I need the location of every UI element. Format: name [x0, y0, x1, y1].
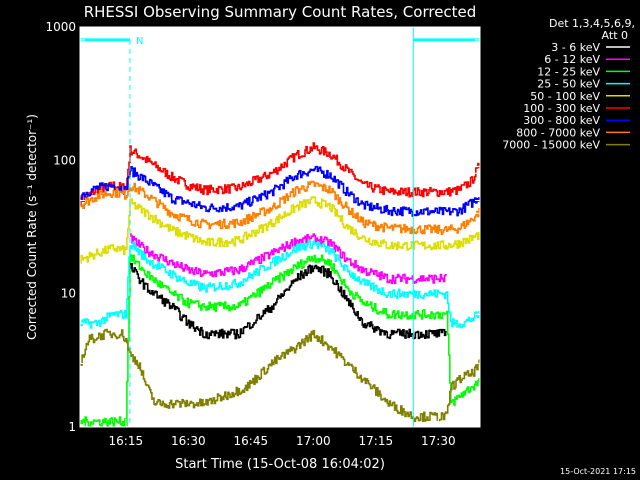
legend-entry-label: 3 - 6 keV — [551, 41, 600, 54]
x-tick-label: 17:15 — [359, 434, 394, 448]
legend-entry-label: 50 - 100 keV — [530, 90, 600, 103]
series-line-4 — [130, 233, 447, 285]
legend-entry-label: 6 - 12 keV — [544, 53, 600, 66]
y-tick-label: 100 — [53, 153, 76, 167]
y-axis-label: Corrected Count Rate (s⁻¹ detector⁻¹) — [25, 114, 39, 340]
x-tick-label: 16:30 — [171, 434, 206, 448]
state-marker-label-0: N — [136, 36, 143, 47]
y-tick-label: 1 — [68, 420, 76, 434]
legend-entry-label: 12 - 25 keV — [537, 65, 600, 78]
series-line-7 — [130, 263, 447, 340]
x-tick-label: 17:00 — [296, 434, 331, 448]
legend-header-line-1: Det 1,3,4,5,6,9, — [549, 17, 635, 30]
y-axis: 1 10 100 1000 — [45, 20, 480, 434]
y-tick-label: 1000 — [45, 20, 76, 34]
legend-header-line-2: Att 0 — [602, 29, 628, 42]
plot-frame — [79, 26, 481, 428]
x-axis-label: Start Time (15-Oct-08 16:04:02) — [175, 457, 385, 472]
x-tick-label: 17:30 — [421, 434, 456, 448]
legend-entry-label: 25 - 50 keV — [537, 78, 600, 91]
chart-title: RHESSI Observing Summary Count Rates, Co… — [84, 3, 477, 21]
legend-entry-label: 7000 - 15000 keV — [502, 139, 600, 152]
series-line-8 — [80, 328, 480, 423]
legend-entry-label: 100 - 300 keV — [523, 102, 600, 115]
x-tick-label: 16:45 — [234, 434, 269, 448]
y-tick-label: 10 — [61, 287, 76, 301]
series-line-3 — [80, 196, 480, 264]
footer-date: 15-Oct-2021 17:15 — [560, 467, 636, 476]
legend-entry-label: 300 - 800 keV — [523, 114, 600, 127]
legend-entry-label: 800 - 7000 keV — [516, 126, 600, 139]
x-axis: 16:15 16:30 16:45 17:00 17:15 17:30 — [83, 27, 460, 448]
x-tick-label: 16:15 — [109, 434, 144, 448]
